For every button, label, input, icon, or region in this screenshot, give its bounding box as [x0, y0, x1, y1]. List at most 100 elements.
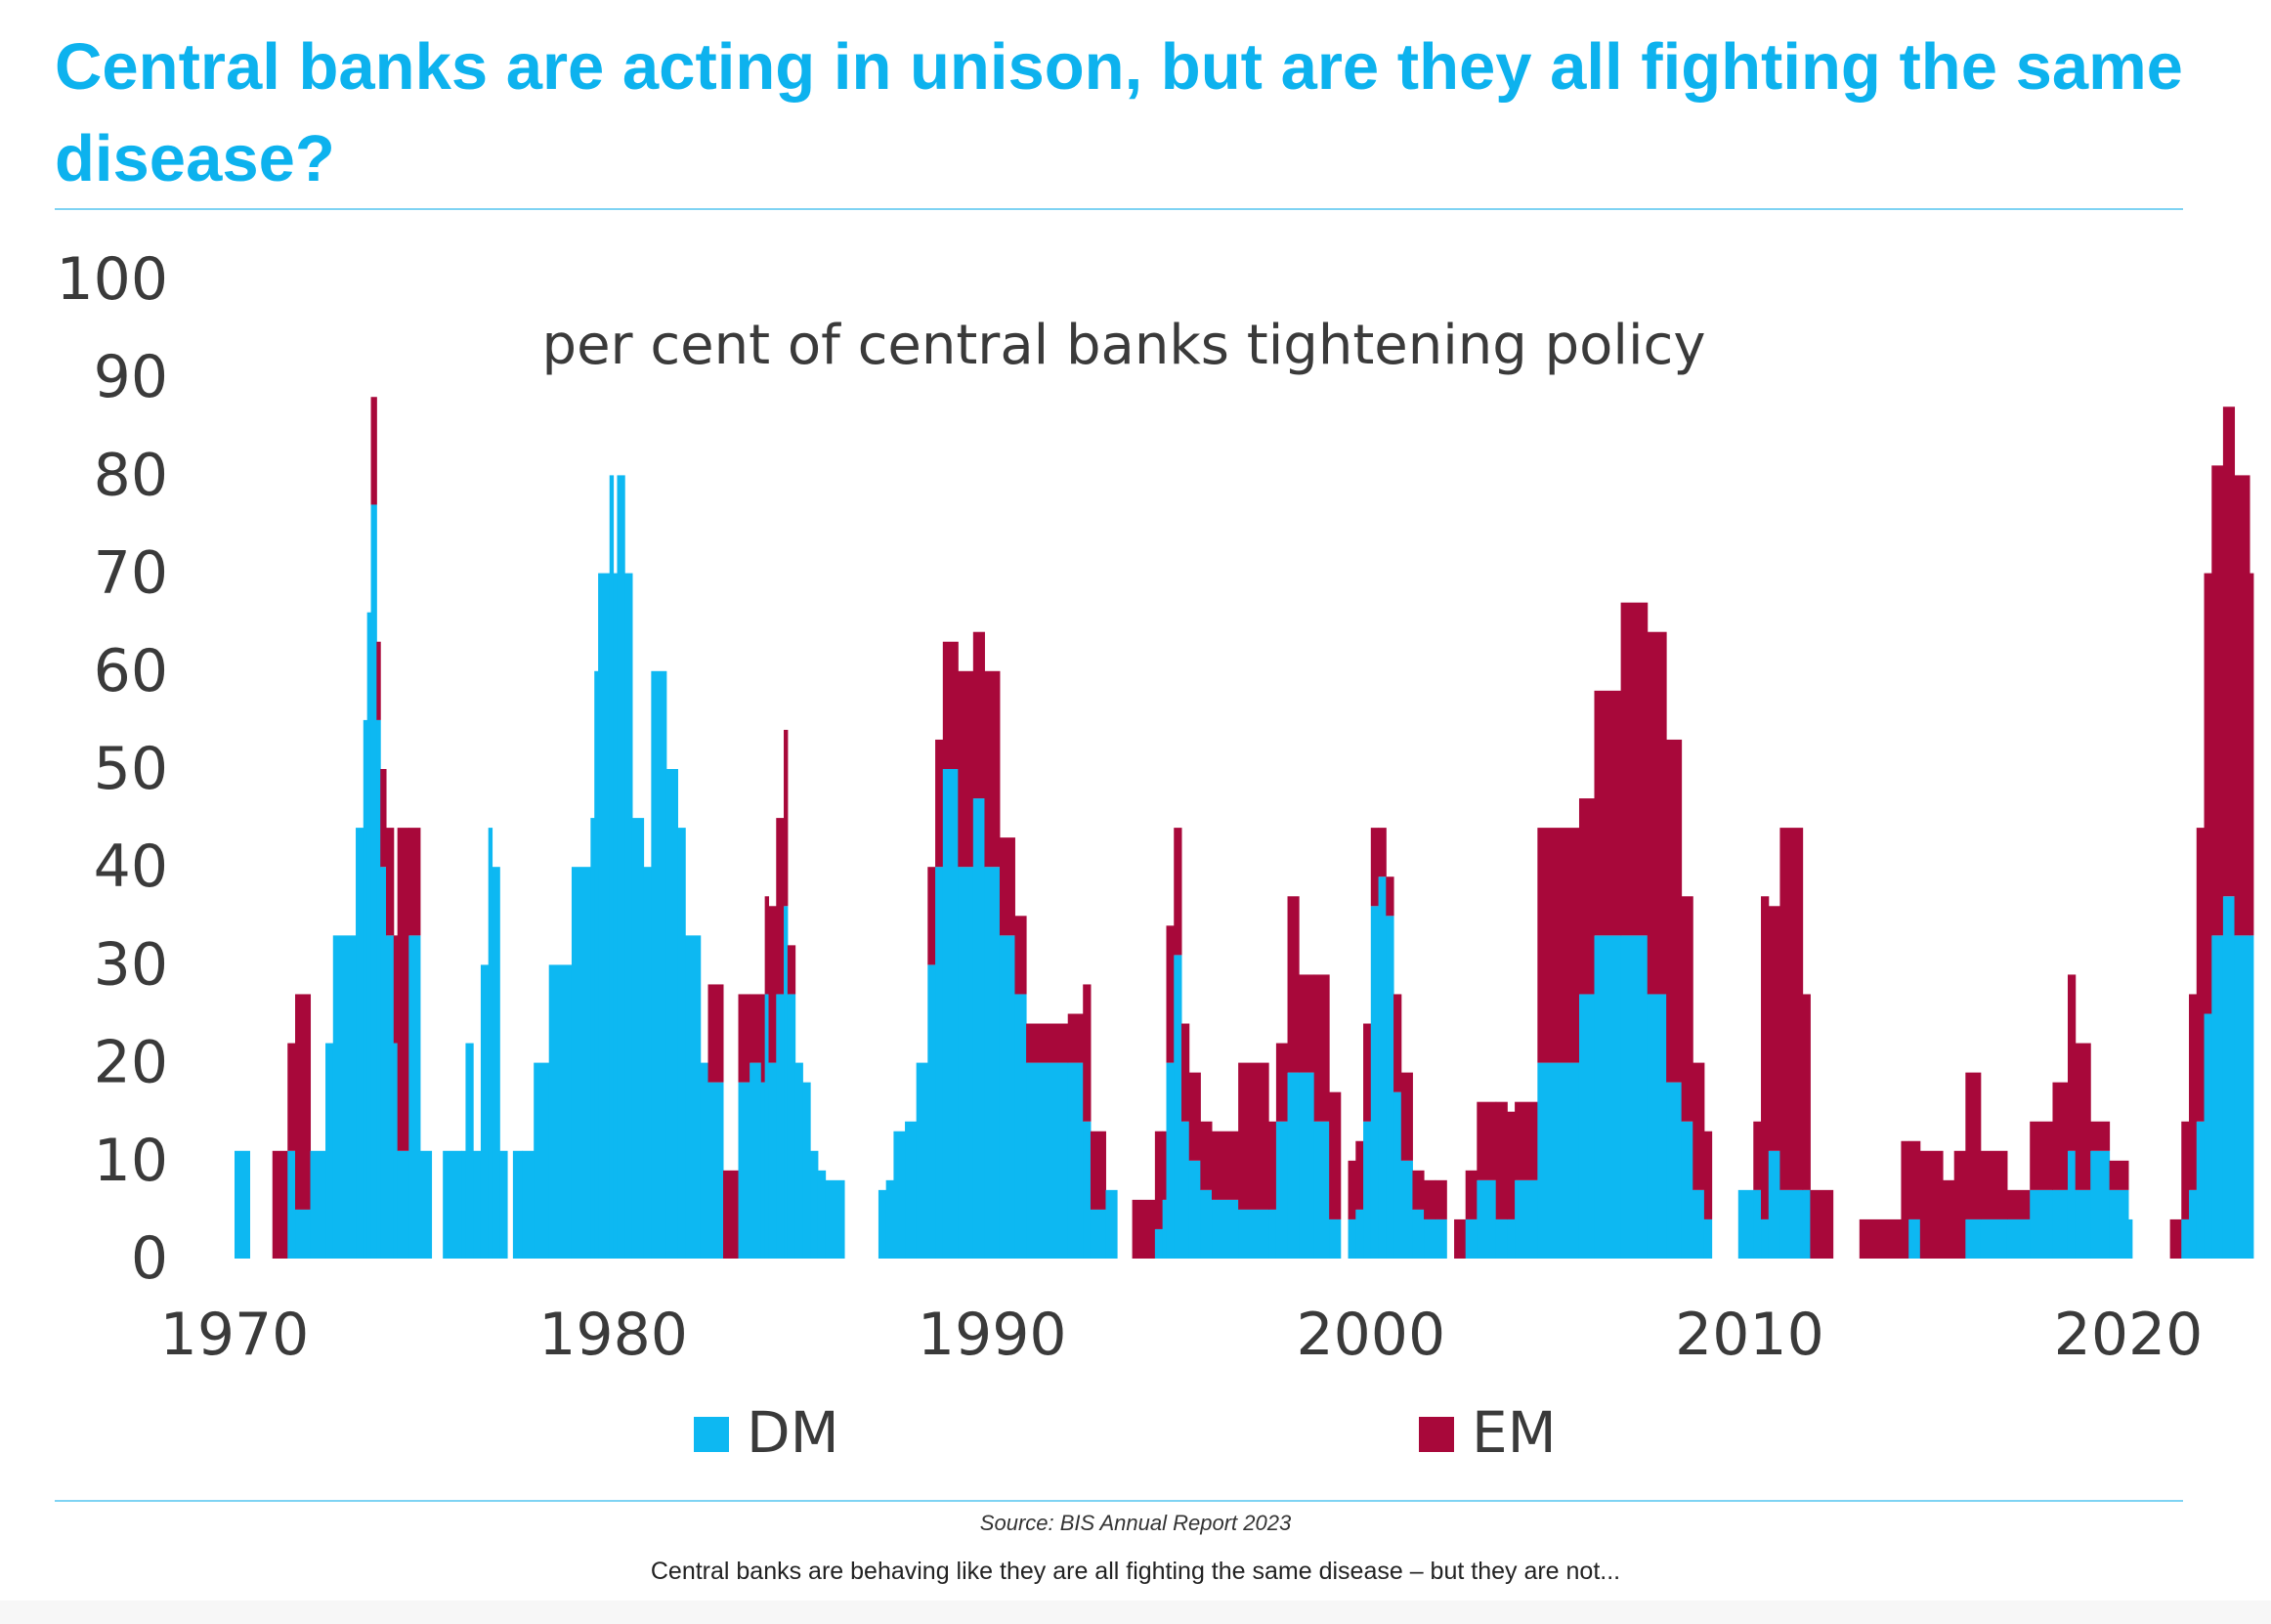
- bar-em: [1200, 1121, 1213, 1190]
- bar-dm: [1067, 1062, 1084, 1259]
- bar-em: [1594, 690, 1622, 936]
- bar-dm: [1238, 1209, 1269, 1259]
- bar-dm: [609, 475, 615, 1259]
- bar-em: [1647, 631, 1667, 995]
- bar-dm: [594, 670, 599, 1259]
- bar-em: [1188, 1072, 1201, 1161]
- bar-dm: [784, 906, 789, 1259]
- bar-em: [935, 739, 944, 868]
- bottom-divider: [55, 1500, 2183, 1502]
- bar-dm: [590, 818, 595, 1259]
- bar-dm: [2052, 1189, 2069, 1259]
- bar-em: [272, 1150, 288, 1259]
- bar-dm: [665, 769, 678, 1259]
- bar-dm: [363, 719, 368, 1259]
- bar-dm: [1174, 955, 1182, 1259]
- bar-em: [1162, 1131, 1167, 1200]
- bar-em: [2234, 475, 2250, 936]
- bar-dm: [1620, 935, 1649, 1259]
- bar-em: [2030, 1121, 2053, 1190]
- bar-dm: [473, 1150, 482, 1259]
- bar-em: [784, 729, 789, 907]
- bar-dm: [548, 964, 573, 1259]
- bar-dm: [465, 1043, 474, 1259]
- bar-em: [1515, 1101, 1538, 1180]
- y-tick-label: 40: [94, 833, 168, 901]
- bar-em: [1779, 828, 1804, 1190]
- bar-dm: [2196, 1121, 2206, 1259]
- bar-dm: [571, 867, 591, 1259]
- bar-dm: [419, 1150, 433, 1259]
- bar-em: [1802, 994, 1811, 1190]
- bar-dm: [235, 1150, 251, 1259]
- bar-dm: [2234, 935, 2250, 1259]
- bar-em: [1014, 916, 1027, 995]
- y-tick-label: 90: [94, 343, 168, 411]
- bar-dm: [1200, 1189, 1213, 1259]
- bar-dm: [878, 1189, 887, 1259]
- bar-em: [2090, 1121, 2111, 1151]
- bar-dm: [310, 1150, 326, 1259]
- bar-em: [1507, 1111, 1516, 1219]
- bar-dm: [1465, 1218, 1478, 1259]
- bar-em: [376, 641, 381, 720]
- bar-em: [1355, 1140, 1364, 1210]
- x-tick-label: 1970: [160, 1301, 310, 1369]
- bar-em: [927, 867, 936, 965]
- y-axis: 0 10 20 30 40 50 60 70 80 90 100: [56, 245, 168, 1293]
- legend-em-label: EM: [1472, 1399, 1557, 1466]
- footer-band: [0, 1601, 2271, 1624]
- bar-dm: [534, 1062, 550, 1259]
- bar-dm: [1594, 935, 1622, 1259]
- bar-em: [1477, 1101, 1497, 1180]
- y-tick-label: 60: [94, 637, 168, 705]
- bar-dm: [1495, 1218, 1508, 1259]
- bar-dm: [893, 1131, 906, 1259]
- bar-em: [1908, 1140, 1921, 1219]
- bar-em: [386, 828, 395, 936]
- bar-dm: [825, 1179, 845, 1259]
- bar-em: [1313, 974, 1330, 1122]
- bar-dm: [1703, 1218, 1713, 1259]
- bar-dm: [332, 935, 357, 1259]
- bar-dm: [794, 1062, 803, 1259]
- bar-dm: [999, 935, 1015, 1259]
- bar-dm: [631, 818, 645, 1259]
- bar-dm: [685, 935, 702, 1259]
- bar-em: [370, 397, 377, 505]
- bar-dm: [760, 1082, 766, 1259]
- bar-dm: [942, 769, 959, 1259]
- bar-dm: [1400, 1160, 1413, 1259]
- bar-em: [750, 994, 762, 1063]
- bar-dm: [905, 1121, 918, 1259]
- bar-dm: [1348, 1218, 1356, 1259]
- bar-em: [287, 1043, 296, 1151]
- legend-dm-label: DM: [747, 1399, 839, 1466]
- bar-dm: [810, 1150, 819, 1259]
- bar-dm: [443, 1150, 463, 1259]
- bar-em: [408, 828, 421, 936]
- bar-em: [1132, 1199, 1156, 1259]
- bar-dm: [1578, 994, 1595, 1259]
- bar-em: [1067, 1013, 1084, 1063]
- bar-dm: [1802, 1189, 1811, 1259]
- bar-dm: [617, 475, 625, 1259]
- bar-dm: [1329, 1218, 1342, 1259]
- bar-em: [1901, 1140, 1909, 1259]
- bar-em: [2196, 828, 2206, 1122]
- bar-dm: [817, 1170, 827, 1259]
- bar-em: [1363, 1023, 1372, 1122]
- bar-dm: [1313, 1121, 1330, 1259]
- bar-dm: [2250, 935, 2254, 1259]
- bar-dm: [488, 828, 493, 1259]
- bar-em: [1620, 602, 1649, 936]
- bar-em: [2109, 1160, 2129, 1190]
- bar-dm: [1768, 1150, 1780, 1259]
- bar-em: [2189, 994, 2198, 1190]
- y-tick-label: 80: [94, 441, 168, 509]
- bar-em: [2222, 406, 2236, 897]
- y-tick-label: 30: [94, 930, 168, 999]
- page-title: Central banks are acting in unison, but …: [55, 30, 2183, 195]
- bar-dm: [380, 867, 387, 1259]
- bar-dm: [1275, 1121, 1289, 1259]
